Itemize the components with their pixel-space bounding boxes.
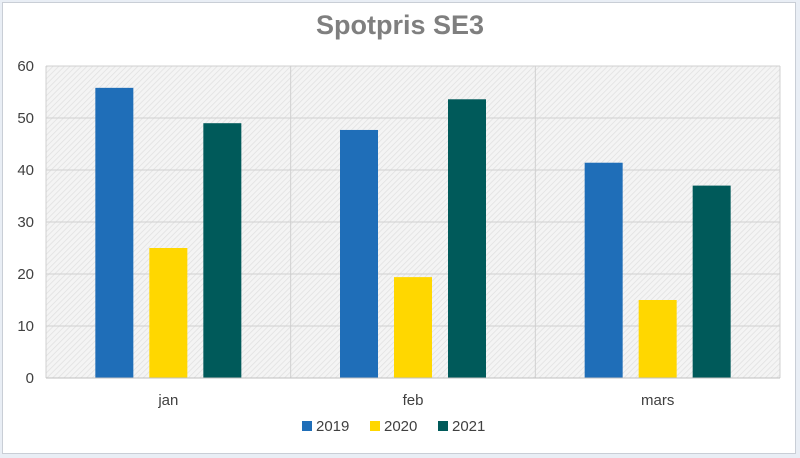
- y-tick-label: 10: [17, 318, 34, 335]
- legend-swatch-2021: [438, 421, 448, 431]
- x-tick-label: feb: [403, 392, 424, 409]
- chart-title: Spotpris SE3: [315, 10, 485, 40]
- bar-2019-jan: [95, 87, 134, 378]
- bar-2020-mars: [638, 300, 677, 378]
- x-tick-label: jan: [157, 392, 178, 409]
- y-tick-label: 30: [17, 214, 34, 231]
- legend: 2019 2020 2021: [302, 418, 485, 435]
- y-tick-label: 0: [26, 370, 34, 387]
- bar-2020-jan: [149, 248, 188, 378]
- bar-2020-feb: [394, 277, 432, 378]
- y-tick-label: 40: [17, 162, 34, 179]
- legend-label-2019: 2019: [316, 418, 349, 435]
- y-tick-label: 20: [17, 266, 34, 283]
- x-tick-label: mars: [641, 392, 674, 409]
- bar-2021-jan: [203, 123, 242, 378]
- legend-swatch-2020: [370, 421, 380, 431]
- legend-label-2020: 2020: [384, 418, 417, 435]
- bar-2019-feb: [340, 129, 378, 378]
- legend-label-2021: 2021: [452, 418, 485, 435]
- legend-swatch-2019: [302, 421, 312, 431]
- bar-2021-mars: [692, 185, 731, 378]
- y-tick-label: 50: [17, 110, 34, 127]
- y-axis: 0 10 20 30 40 50 60: [17, 58, 34, 387]
- bar-2019-mars: [584, 162, 623, 378]
- bars: [95, 87, 731, 378]
- y-tick-label: 60: [17, 58, 34, 75]
- x-axis: jan feb mars: [46, 377, 780, 409]
- bar-2021-feb: [448, 99, 486, 378]
